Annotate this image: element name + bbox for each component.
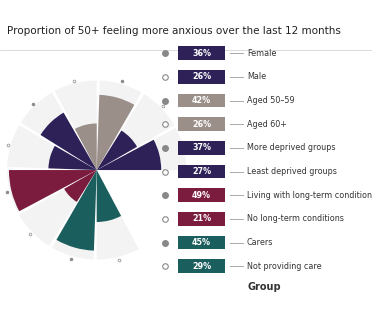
Text: Group: Group: [247, 282, 281, 292]
Text: 36%: 36%: [192, 49, 211, 58]
Text: 45%: 45%: [192, 238, 211, 247]
Text: No long-term conditions: No long-term conditions: [247, 215, 344, 223]
Text: 29%: 29%: [192, 262, 211, 271]
Text: 49%: 49%: [192, 191, 211, 200]
FancyBboxPatch shape: [178, 212, 225, 226]
Bar: [97, 128, 186, 170]
Text: Not providing care: Not providing care: [247, 262, 321, 271]
Bar: [97, 94, 174, 170]
Text: More deprived groups: More deprived groups: [247, 144, 336, 152]
Text: Source: Age UK: Source: Age UK: [11, 309, 71, 318]
Bar: [55, 80, 97, 170]
Bar: [64, 170, 97, 202]
Bar: [41, 112, 97, 170]
FancyBboxPatch shape: [178, 94, 225, 107]
Text: Aged 60+: Aged 60+: [247, 120, 287, 129]
FancyBboxPatch shape: [178, 46, 225, 60]
Text: 21%: 21%: [192, 215, 211, 223]
Text: Aged 50–59: Aged 50–59: [247, 96, 295, 105]
Bar: [52, 170, 97, 260]
Bar: [19, 170, 97, 246]
Bar: [9, 170, 97, 211]
FancyBboxPatch shape: [178, 70, 225, 84]
FancyBboxPatch shape: [178, 188, 225, 202]
FancyBboxPatch shape: [178, 236, 225, 250]
Bar: [97, 170, 139, 260]
Text: Proportion of 50+ feeling more anxious over the last 12 months: Proportion of 50+ feeling more anxious o…: [7, 26, 341, 36]
Text: 26%: 26%: [192, 120, 211, 129]
Bar: [97, 130, 137, 170]
Bar: [97, 170, 121, 222]
Text: Male: Male: [247, 72, 266, 81]
FancyBboxPatch shape: [178, 141, 225, 155]
Text: 42%: 42%: [192, 96, 211, 105]
Bar: [97, 95, 134, 170]
Text: Carers: Carers: [247, 238, 273, 247]
Bar: [7, 170, 97, 212]
Bar: [7, 125, 97, 170]
Text: Female: Female: [247, 49, 276, 58]
Bar: [75, 124, 97, 170]
Text: 37%: 37%: [192, 144, 211, 152]
Bar: [97, 140, 161, 170]
FancyBboxPatch shape: [178, 165, 225, 179]
Bar: [48, 146, 97, 170]
Text: 27%: 27%: [192, 167, 211, 176]
Text: Living with long-term conditions: Living with long-term conditions: [247, 191, 372, 200]
Bar: [57, 170, 97, 250]
FancyBboxPatch shape: [178, 117, 225, 131]
Text: 26%: 26%: [192, 72, 211, 81]
Bar: [97, 80, 141, 170]
FancyBboxPatch shape: [178, 259, 225, 273]
Text: A: A: [347, 306, 359, 321]
Bar: [21, 93, 97, 170]
Text: Least deprived groups: Least deprived groups: [247, 167, 337, 176]
